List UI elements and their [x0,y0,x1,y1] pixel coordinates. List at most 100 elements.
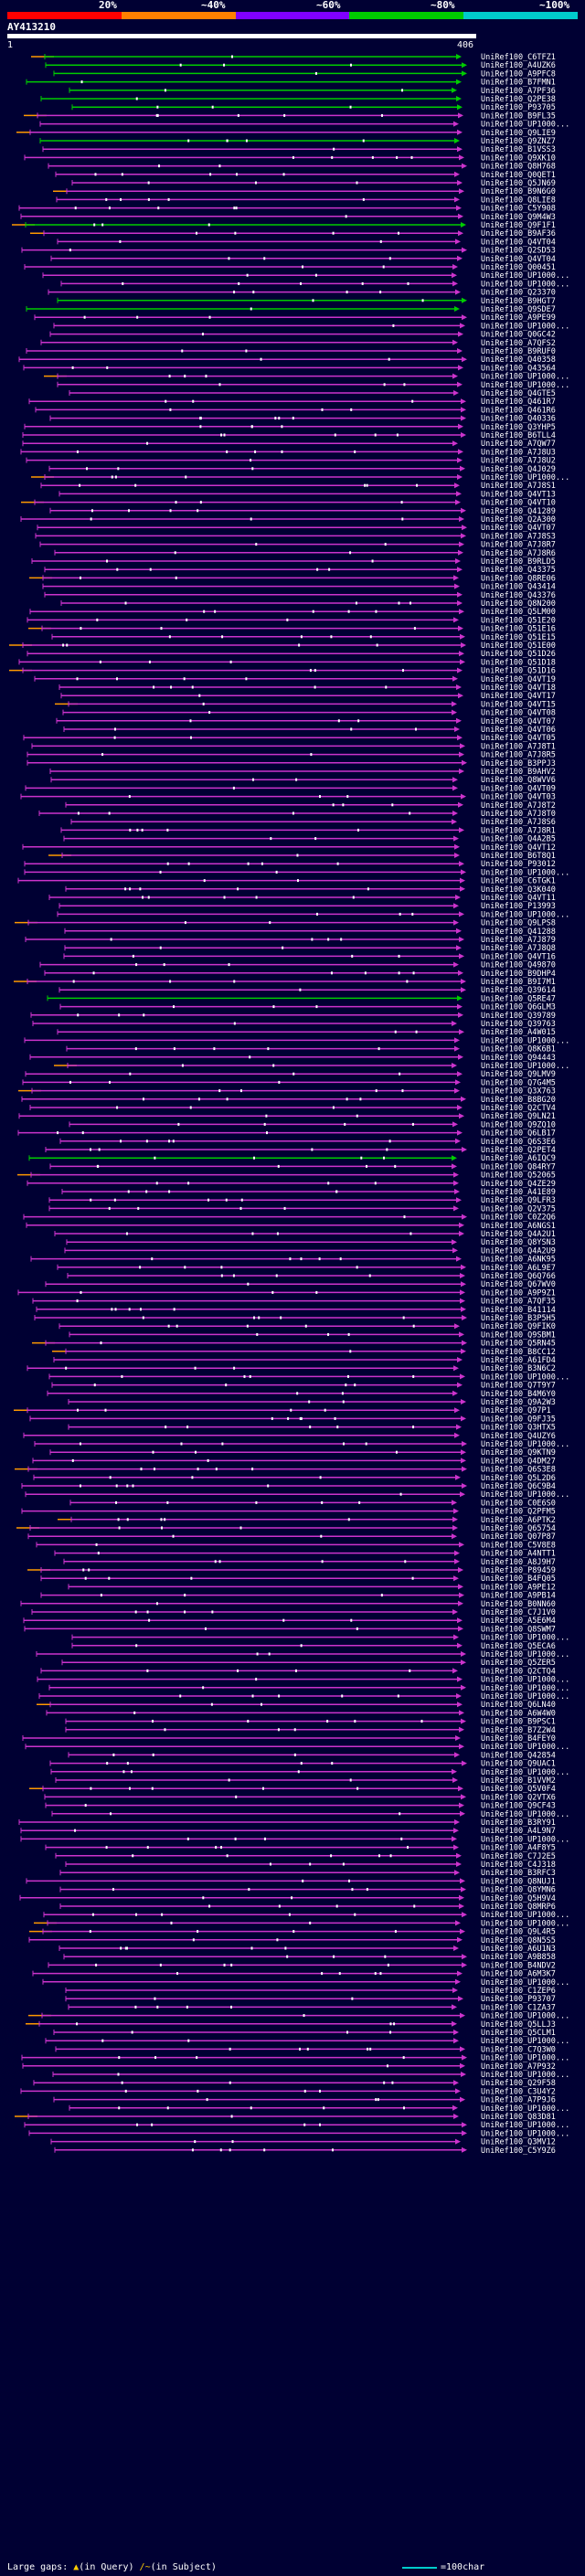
hit-label[interactable]: UniRef100_C6TFZ1 [481,53,556,62]
hit-row[interactable]: UniRef100_P93707 [65,1995,556,2004]
hit-row[interactable]: UniRef100_UP1000... [50,1768,569,1777]
hit-label[interactable]: UniRef100_UP1000... [481,1919,569,1928]
hit-row[interactable]: UniRef100_UP1000... [43,1911,569,1920]
hit-label[interactable]: UniRef100_Q9ZQ10 [481,1120,556,1129]
hit-label[interactable]: UniRef100_A6NGS1 [481,1222,556,1231]
hit-row[interactable]: UniRef100_Q9ZNZ7 [39,137,556,146]
hit-row[interactable]: UniRef100_A7P9J6 [53,2096,556,2105]
hit-row[interactable]: UniRef100_Q5CLM1 [53,2029,556,2038]
hit-row[interactable]: UniRef100_A7QW77 [22,440,556,449]
hit-row[interactable]: UniRef100_Q5L2D6 [33,1474,556,1483]
hit-row[interactable]: UniRef100_Q8RE06 [29,574,556,583]
hit-label[interactable]: UniRef100_Q4VT04 [481,238,556,247]
hit-row[interactable]: UniRef100_Q4VT13 [58,490,556,499]
hit-row[interactable]: UniRef100_C6TGK1 [17,877,556,886]
hit-row[interactable]: UniRef100_UP1000... [57,910,569,919]
hit-label[interactable]: UniRef100_A7J8U3 [481,448,556,457]
hit-row[interactable]: UniRef100_Q9ZQ10 [69,1120,556,1129]
hit-label[interactable]: UniRef100_Q8N200 [481,599,556,609]
hit-label[interactable]: UniRef100_Q7G4M5 [481,1078,556,1087]
hit-row[interactable]: UniRef100_Q94443 [29,1054,556,1063]
hit-row[interactable]: UniRef100_A6L9E7 [57,1264,556,1273]
hit-label[interactable]: UniRef100_Q52065 [481,1171,556,1181]
hit-label[interactable]: UniRef100_Q8MRP6 [481,1903,556,1912]
hit-label[interactable]: UniRef100_B9AHV2 [481,768,556,777]
hit-label[interactable]: UniRef100_UP1000... [481,1743,569,1752]
hit-label[interactable]: UniRef100_Q9L4R5 [481,1928,556,1937]
hit-row[interactable]: UniRef100_UP1000... [57,381,569,390]
hit-row[interactable]: UniRef100_UP1000... [42,1978,569,1988]
hit-label[interactable]: UniRef100_UP1000... [481,1490,569,1500]
hit-label[interactable]: UniRef100_Q9LN21 [481,1112,556,1121]
hit-row[interactable]: UniRef100_B8BG20 [21,1096,556,1105]
hit-row[interactable]: UniRef100_Q39789 [30,1012,556,1021]
hit-label[interactable]: UniRef100_A7J8R1 [481,826,556,835]
hit-label[interactable]: UniRef100_B9N6G0 [481,187,556,196]
hit-row[interactable]: UniRef100_Q3YHP5 [24,423,556,432]
hit-row[interactable]: UniRef100_Q51D26 [27,650,556,659]
hit-label[interactable]: UniRef100_Q9UAC1 [481,1760,556,1769]
hit-row[interactable]: UniRef100_Q4GTE5 [69,389,556,398]
hit-label[interactable]: UniRef100_A4NTT1 [481,1550,556,1559]
hit-label[interactable]: UniRef100_A7J8T0 [481,810,556,819]
hit-row[interactable]: UniRef100_A7J8S1 [40,482,556,491]
hit-label[interactable]: UniRef100_Q2V375 [481,1204,556,1214]
hit-label[interactable]: UniRef100_Q40358 [481,355,556,365]
hit-row[interactable]: UniRef100_Q4VT19 [34,675,556,684]
hit-label[interactable]: UniRef100_Q94443 [481,1054,556,1063]
hit-row[interactable]: UniRef100_C1ZEP6 [65,1987,556,1996]
hit-label[interactable]: UniRef100_B7Z2W4 [481,1726,556,1735]
hit-row[interactable]: UniRef100_Q51E15 [51,633,556,642]
hit-row[interactable]: UniRef100_C3U4Y2 [20,2087,556,2096]
hit-row[interactable]: UniRef100_C5Y908 [18,205,556,214]
hit-label[interactable]: UniRef100_A9P9Z1 [481,1288,556,1298]
hit-row[interactable]: UniRef100_Q4VT10 [21,499,556,508]
hit-label[interactable]: UniRef100_Q4VT07 [481,717,556,726]
hit-row[interactable]: UniRef100_Q2CTQ4 [40,1667,556,1676]
hit-label[interactable]: UniRef100_Q83D81 [481,2113,556,2122]
hit-row[interactable]: UniRef100_A9PB14 [40,1592,556,1601]
hit-label[interactable]: UniRef100_Q51D26 [481,650,556,659]
hit-label[interactable]: UniRef100_Q29F58 [481,2079,556,2088]
hit-row[interactable]: UniRef100_C6TFZ1 [31,53,556,62]
hit-row[interactable]: UniRef100_A4W015 [57,1028,556,1037]
hit-label[interactable]: UniRef100_B9PSC1 [481,1718,556,1727]
hit-row[interactable]: UniRef100_B4FEY0 [22,1734,556,1744]
hit-label[interactable]: UniRef100_Q4VT12 [481,843,556,853]
hit-row[interactable]: UniRef100_Q41288 [64,928,556,937]
hit-row[interactable]: UniRef100_Q43414 [42,583,556,592]
hit-label[interactable]: UniRef100_Q41288 [481,928,556,937]
hit-label[interactable]: UniRef100_A4W015 [481,1028,556,1037]
hit-row[interactable]: UniRef100_Q83D81 [15,2113,556,2122]
hit-label[interactable]: UniRef100_Q5ZER5 [481,1659,556,1668]
hit-row[interactable]: UniRef100_Q5LLJ3 [26,2020,556,2030]
hit-row[interactable]: UniRef100_P93705 [71,103,556,112]
hit-label[interactable]: UniRef100_Q9LFR3 [481,1196,556,1205]
hit-row[interactable]: UniRef100_A7PF36 [69,87,556,96]
hit-row[interactable]: UniRef100_UP1000... [36,1650,569,1659]
hit-row[interactable]: UniRef100_Q00451 [24,263,556,272]
hit-row[interactable]: UniRef100_Q4VT12 [22,843,556,853]
hit-row[interactable]: UniRef100_Q0GC42 [49,331,556,340]
hit-label[interactable]: UniRef100_Q4A2U9 [481,1246,556,1256]
hit-label[interactable]: UniRef100_Q6S3E6 [481,1138,556,1147]
hit-label[interactable]: UniRef100_Q9SBM1 [481,1330,556,1340]
hit-label[interactable]: UniRef100_A6PTK2 [481,1516,556,1525]
hit-row[interactable]: UniRef100_B9AF36 [30,229,556,239]
hit-label[interactable]: UniRef100_Q3K040 [481,885,556,895]
hit-label[interactable]: UniRef100_A7J8S6 [481,818,556,827]
hit-label[interactable]: UniRef100_A7J8Q8 [481,944,556,953]
hit-row[interactable]: UniRef100_Q2V375 [48,1204,556,1214]
hit-row[interactable]: UniRef100_A6IQC9 [28,1154,556,1163]
hit-label[interactable]: UniRef100_A7J8T1 [481,742,556,751]
hit-label[interactable]: UniRef100_Q5L2D6 [481,1474,556,1483]
hit-label[interactable]: UniRef100_Q43564 [481,364,556,373]
hit-row[interactable]: UniRef100_A5E6M4 [23,1617,556,1626]
hit-row[interactable]: UniRef100_Q9CF43 [45,1802,556,1811]
hit-row[interactable]: UniRef100_A9PFC8 [53,69,556,79]
hit-label[interactable]: UniRef100_UP1000... [481,121,569,130]
hit-label[interactable]: UniRef100_A9PE99 [481,313,556,323]
hit-label[interactable]: UniRef100_UP1000... [481,2104,569,2114]
hit-row[interactable]: UniRef100_B9I7M1 [14,978,556,987]
hit-label[interactable]: UniRef100_A7QW77 [481,440,556,449]
